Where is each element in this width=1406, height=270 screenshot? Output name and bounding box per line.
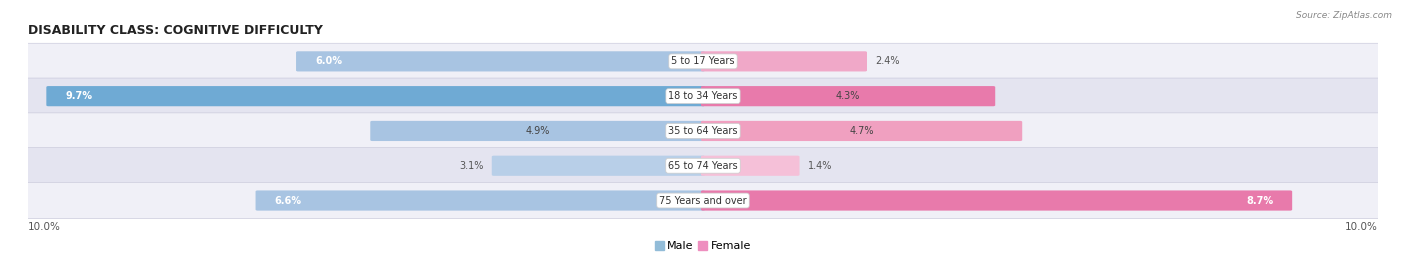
FancyBboxPatch shape <box>492 156 704 176</box>
FancyBboxPatch shape <box>256 190 704 211</box>
Text: 35 to 64 Years: 35 to 64 Years <box>668 126 738 136</box>
Text: 4.3%: 4.3% <box>837 91 860 101</box>
Text: 5 to 17 Years: 5 to 17 Years <box>671 56 735 66</box>
FancyBboxPatch shape <box>25 78 1381 114</box>
Text: Source: ZipAtlas.com: Source: ZipAtlas.com <box>1296 11 1392 20</box>
Text: DISABILITY CLASS: COGNITIVE DIFFICULTY: DISABILITY CLASS: COGNITIVE DIFFICULTY <box>28 24 323 37</box>
FancyBboxPatch shape <box>702 86 995 106</box>
FancyBboxPatch shape <box>702 190 1292 211</box>
Text: 1.4%: 1.4% <box>807 161 832 171</box>
Legend: Male, Female: Male, Female <box>651 237 755 256</box>
FancyBboxPatch shape <box>25 148 1381 184</box>
Text: 2.4%: 2.4% <box>875 56 900 66</box>
Text: 6.6%: 6.6% <box>274 195 301 205</box>
Text: 65 to 74 Years: 65 to 74 Years <box>668 161 738 171</box>
FancyBboxPatch shape <box>25 183 1381 219</box>
FancyBboxPatch shape <box>25 113 1381 149</box>
FancyBboxPatch shape <box>702 156 800 176</box>
FancyBboxPatch shape <box>46 86 704 106</box>
Text: 10.0%: 10.0% <box>28 222 60 232</box>
FancyBboxPatch shape <box>702 51 868 72</box>
FancyBboxPatch shape <box>25 43 1381 79</box>
Text: 8.7%: 8.7% <box>1246 195 1274 205</box>
Text: 6.0%: 6.0% <box>315 56 342 66</box>
FancyBboxPatch shape <box>702 121 1022 141</box>
FancyBboxPatch shape <box>370 121 704 141</box>
Text: 18 to 34 Years: 18 to 34 Years <box>668 91 738 101</box>
Text: 10.0%: 10.0% <box>1346 222 1378 232</box>
Text: 4.7%: 4.7% <box>849 126 875 136</box>
Text: 4.9%: 4.9% <box>526 126 550 136</box>
FancyBboxPatch shape <box>297 51 704 72</box>
Text: 9.7%: 9.7% <box>65 91 93 101</box>
Text: 75 Years and over: 75 Years and over <box>659 195 747 205</box>
Text: 3.1%: 3.1% <box>460 161 484 171</box>
